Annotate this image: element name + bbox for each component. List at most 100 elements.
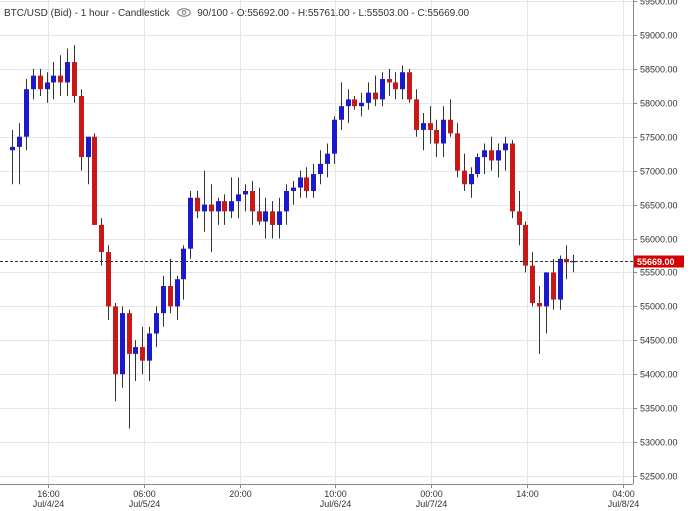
candle [482, 143, 487, 175]
candle [72, 45, 77, 103]
candle [51, 62, 56, 100]
candle [31, 68, 36, 100]
candle-body [304, 177, 309, 191]
candle-body [140, 347, 145, 361]
candle-body [38, 75, 43, 90]
candle [434, 119, 439, 158]
candle [120, 306, 125, 388]
candle-body [475, 157, 480, 175]
y-tick-label: 57000.00 [640, 167, 678, 177]
candle-body [24, 89, 29, 137]
candle [284, 184, 289, 225]
candle-body [113, 306, 118, 375]
candle [154, 306, 159, 348]
symbol-label: BTC/USD (Bid) [4, 8, 72, 19]
y-tick-label: 56000.00 [640, 235, 678, 245]
x-tick-label: 10:00 [324, 489, 347, 499]
candle [133, 340, 138, 381]
low-value: L:55503.00 [358, 8, 409, 19]
candle-body [359, 102, 364, 107]
candle [175, 275, 180, 320]
candle-body [263, 211, 268, 222]
candle [537, 286, 542, 354]
x-date-label: Jul/6/24 [320, 499, 352, 509]
candle [298, 170, 303, 198]
candle-body [544, 272, 549, 307]
candle-body [202, 204, 207, 212]
candle-body [58, 75, 63, 83]
candle-body [222, 201, 227, 212]
candle-body [257, 211, 262, 222]
candle-body [298, 177, 303, 188]
candle [270, 201, 275, 239]
candle-body [216, 201, 221, 212]
candle-body [339, 106, 344, 120]
candle-body [147, 333, 152, 361]
candle-body [503, 143, 508, 151]
candle-body [530, 265, 535, 303]
candle-body [31, 75, 36, 90]
candle-body [106, 252, 111, 307]
candle [188, 191, 193, 259]
candle [380, 72, 385, 107]
candle-body [523, 224, 528, 266]
candle [216, 197, 221, 225]
candle-body [455, 133, 460, 171]
candle [496, 143, 501, 178]
candle [469, 167, 474, 198]
x-tick-label: 14:00 [516, 489, 539, 499]
candle [311, 163, 316, 198]
candle-body [346, 99, 351, 107]
candle [517, 191, 522, 246]
candle [448, 99, 453, 137]
candle-body [517, 211, 522, 225]
y-tick-label: 54000.00 [640, 370, 678, 380]
price-tag [634, 255, 684, 268]
x-date-label: Jul/4/24 [33, 499, 65, 509]
candle-body [366, 92, 371, 103]
candle [181, 245, 186, 300]
candle [17, 123, 22, 185]
y-tick-label: 57500.00 [640, 133, 678, 143]
candle [168, 258, 173, 314]
candle-body [373, 92, 378, 100]
candle [127, 309, 132, 429]
candle-body [400, 72, 405, 90]
candle-body [154, 313, 159, 334]
x-date-label: Jul/5/24 [129, 499, 161, 509]
candle-body [99, 224, 104, 253]
candle [332, 116, 337, 164]
candle-body [127, 313, 132, 354]
candle-body [448, 119, 453, 134]
candle [38, 68, 43, 96]
eye-icon[interactable] [177, 8, 192, 17]
candle-body [270, 211, 275, 225]
y-tick-label: 55000.00 [640, 302, 678, 312]
candle [339, 82, 344, 130]
candle-body [291, 187, 296, 191]
candle-body [51, 75, 56, 83]
candle-body [45, 82, 50, 90]
candle-body [482, 150, 487, 158]
candle-body [387, 79, 392, 83]
candle [195, 191, 200, 219]
style-label: Candlestick [117, 8, 170, 19]
candle-body [188, 197, 193, 249]
candle-body [175, 279, 180, 307]
y-tick-label: 53500.00 [640, 404, 678, 414]
candle [24, 79, 29, 151]
candle-body [284, 191, 289, 212]
close-value: C:55669.00 [417, 8, 470, 19]
candle [428, 106, 433, 144]
x-tick-label: 16:00 [37, 489, 60, 499]
candle-body [496, 150, 501, 161]
candle-body [380, 79, 385, 100]
candle-body [250, 191, 255, 212]
grid [0, 0, 633, 484]
y-axis: 52500.00 53000.00 53500.00 54000.00 54500.00… [633, 0, 678, 484]
y-tick-label: 52500.00 [640, 472, 678, 482]
candle [373, 75, 378, 107]
candle [489, 136, 494, 171]
candle-body [558, 258, 563, 300]
